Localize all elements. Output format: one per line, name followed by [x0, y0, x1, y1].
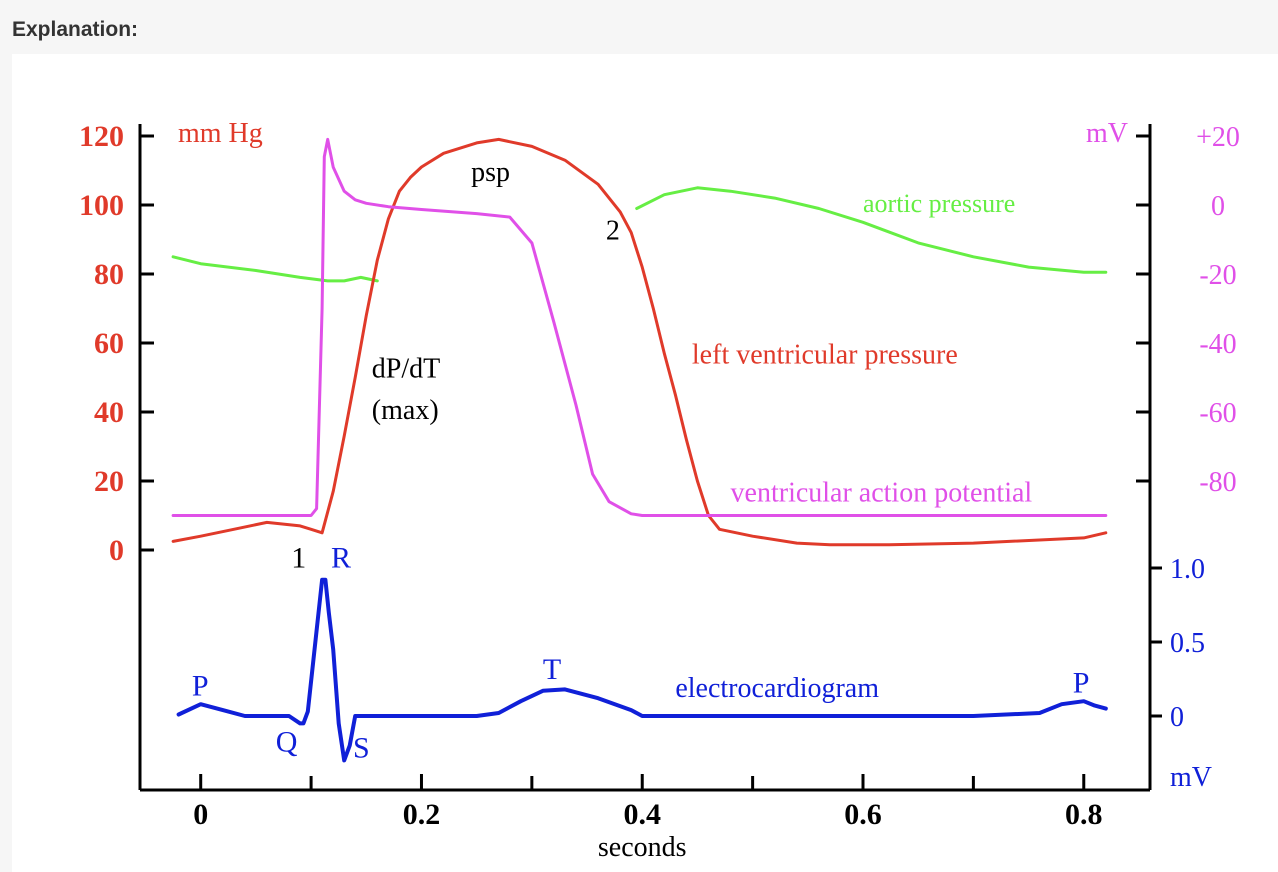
- voltage-tick-label: 0: [1211, 191, 1225, 222]
- x-tick-label: 0.4: [623, 798, 661, 831]
- pressure-tick-label: 20: [94, 465, 124, 498]
- annotation-dp-dt: dP/dT: [372, 354, 440, 385]
- pressure-tick-label: 60: [94, 327, 124, 360]
- x-tick-label: 0.6: [844, 798, 882, 831]
- annotation-q: Q: [276, 726, 298, 759]
- ecg-unit-label: mV: [1170, 762, 1212, 793]
- annotation-1: 1: [291, 541, 306, 574]
- pressure-unit-label: mm Hg: [178, 118, 263, 149]
- annotation-s: S: [353, 731, 370, 764]
- x-tick-label: 0.2: [403, 798, 441, 831]
- voltage-tick-label: -20: [1199, 260, 1236, 291]
- voltage-tick-label: -40: [1199, 329, 1236, 360]
- annotation-p: P: [192, 669, 209, 702]
- x-axis-title: seconds: [598, 832, 687, 863]
- annotation-electrocardiogram: electrocardiogram: [675, 673, 879, 704]
- annotation-ventricular-action-potential: ventricular action potential: [731, 478, 1033, 509]
- series-line-left-ventricular-pressure-2: [171, 137, 1108, 547]
- pressure-tick-label: 100: [79, 189, 124, 222]
- series-line-electrocardiogram-4: [176, 577, 1108, 763]
- series-line-aortic-pressure-0: [171, 255, 379, 283]
- annotation-p: P: [1073, 666, 1090, 699]
- section-header: Explanation:: [12, 18, 139, 41]
- voltage-tick-label: +20: [1196, 122, 1240, 153]
- ecg-tick-label: 0: [1170, 702, 1184, 733]
- chart-panel: 0 0.2 0.4 0.6 0.8 seconds 0 20 40 60 80 100 120 mm Hg…: [12, 54, 1278, 872]
- voltage-tick-label: -60: [1199, 398, 1236, 429]
- annotation-r: R: [331, 541, 351, 574]
- x-tick-label: 0.8: [1065, 798, 1103, 831]
- series-line-ventricular-action-potential-3: [171, 137, 1108, 517]
- annotation-left-ventricular-pressure: left ventricular pressure: [692, 340, 958, 371]
- series-line-aortic-pressure-1: [635, 186, 1108, 274]
- ecg-tick-label: 0.5: [1170, 628, 1205, 659]
- ecg-tick-label: 1.0: [1170, 554, 1205, 585]
- annotation-aortic-pressure: aortic pressure: [863, 189, 1015, 218]
- pressure-tick-label: 120: [79, 120, 124, 153]
- pressure-tick-label: 0: [109, 534, 124, 567]
- pressure-tick-label: 40: [94, 396, 124, 429]
- voltage-tick-label: -80: [1199, 467, 1236, 498]
- x-tick-label: 0: [193, 798, 208, 831]
- pressure-tick-label: 80: [94, 258, 124, 291]
- annotation-psp: psp: [471, 157, 510, 188]
- voltage-unit-label: mV: [1086, 118, 1128, 149]
- annotation-t: T: [543, 653, 561, 686]
- annotation-2: 2: [606, 216, 620, 247]
- annotation--max-: (max): [372, 395, 439, 426]
